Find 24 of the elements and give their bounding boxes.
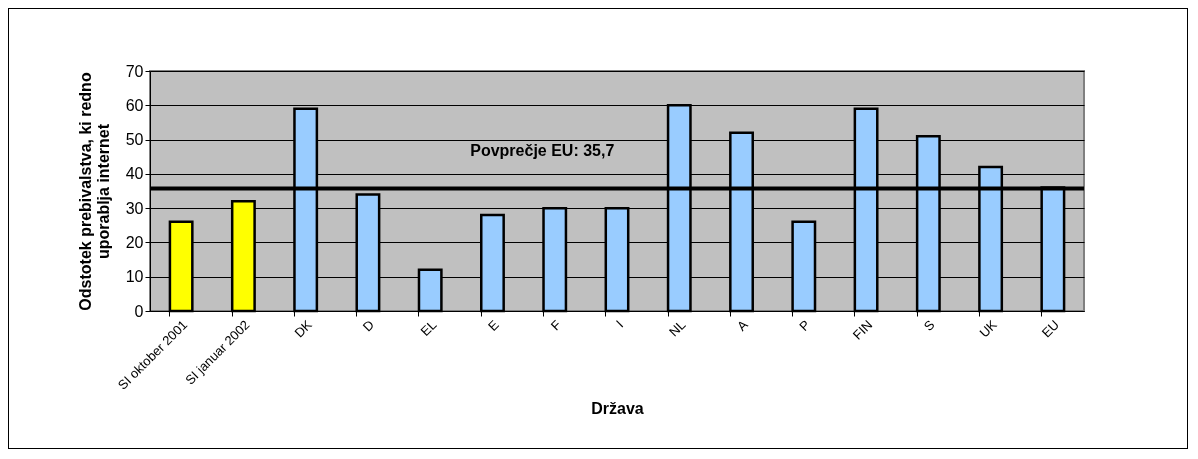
y-axis-title: Odstotek prebivalstva, ki redno uporablja internet (76, 72, 112, 311)
x-tick-label: A (733, 316, 751, 334)
y-tick-label: 40 (125, 165, 144, 183)
y-tick-label: 50 (125, 131, 144, 149)
x-tick-label: FIN (849, 317, 876, 343)
x-tick-label: P (796, 317, 813, 334)
x-tick-label: UK (976, 316, 1001, 341)
x-axis-title: Država (591, 399, 644, 417)
x-tick-label: NL (666, 317, 689, 340)
x-tick-label: EL (417, 317, 440, 339)
x-tick-label: EU (1038, 317, 1063, 341)
y-tick-label: 30 (125, 199, 144, 217)
y-tick-label: 70 (125, 62, 144, 80)
y-tick-label: 0 (134, 302, 144, 320)
y-tick-label: 20 (125, 233, 144, 251)
y-tick-label: 60 (125, 96, 144, 114)
x-tick-label: F (547, 317, 564, 334)
x-tick-label: D (359, 317, 378, 335)
ref-line-label: Povprečje EU: 35,7 (470, 141, 615, 159)
x-tick-label: S (920, 316, 938, 334)
x-tick-label: DK (291, 316, 316, 341)
x-tick-label: E (484, 316, 502, 334)
y-tick-label: 10 (125, 268, 144, 286)
x-tick-label: I (613, 317, 627, 331)
